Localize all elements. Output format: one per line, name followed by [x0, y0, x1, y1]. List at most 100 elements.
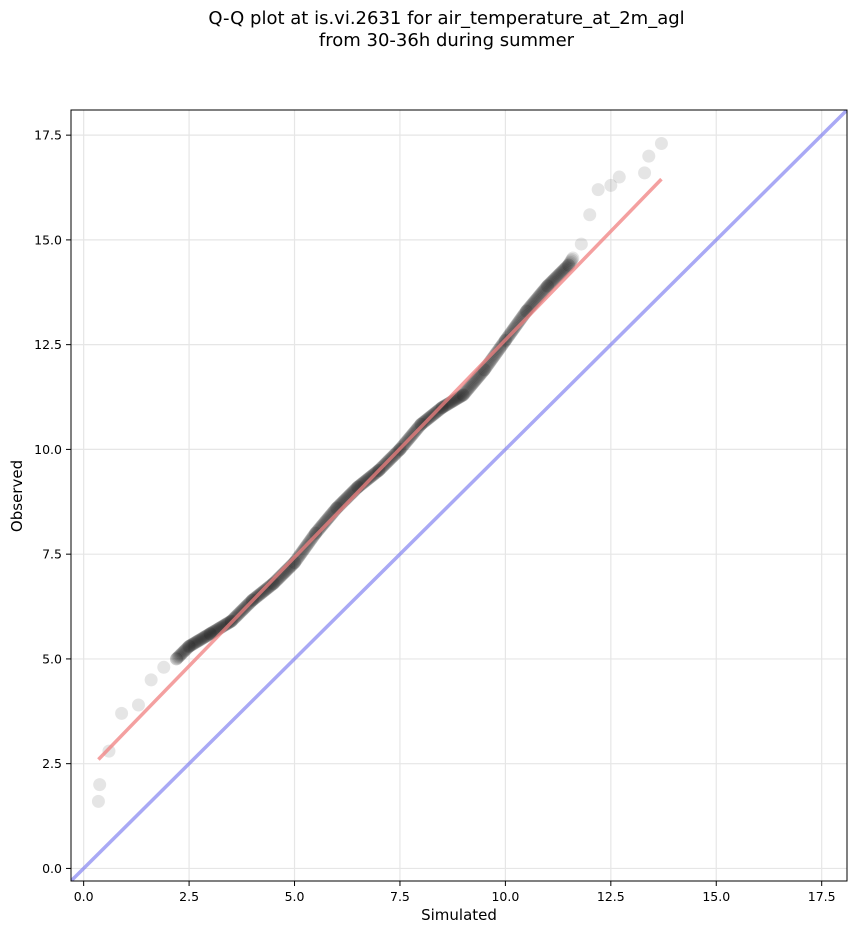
qq-point: [436, 400, 450, 414]
qq-point: [193, 633, 207, 647]
qq-point: [315, 518, 329, 532]
qq-point: [466, 377, 480, 391]
qq-point: [454, 390, 468, 404]
qq-point: [261, 581, 275, 595]
qq-point: [532, 289, 546, 303]
qq-point: [179, 642, 193, 656]
qq-point: [459, 385, 473, 399]
qq-point: [219, 618, 233, 632]
y-tick-label: 12.5: [34, 337, 62, 352]
qq-point: [438, 399, 452, 413]
qq-point: [545, 274, 559, 288]
qq-point: [553, 267, 567, 281]
qq-point: [131, 698, 145, 712]
fit-line: [97, 177, 663, 761]
qq-point: [206, 625, 220, 639]
y-tick-label: 0.0: [42, 861, 62, 876]
qq-point: [182, 639, 196, 653]
axis-ticks: 0.0 2.5 5.0 7.5 10.0 12.5 15.0 17.5 0.0 2.5 5.0 7.5…: [34, 128, 835, 904]
qq-point: [491, 344, 505, 358]
qq-point: [510, 318, 524, 332]
y-axis-label: Observed: [8, 460, 26, 532]
qq-point: [169, 652, 183, 666]
y-tick-label: 10.0: [34, 442, 62, 457]
qq-point: [313, 521, 327, 535]
x-tick-label: 2.5: [179, 889, 199, 904]
qq-point: [263, 579, 277, 593]
qq-point: [196, 631, 210, 645]
qq-point: [642, 149, 656, 163]
qq-point: [554, 266, 568, 280]
qq-point: [312, 522, 326, 536]
qq-point: [295, 546, 309, 560]
qq-point: [591, 183, 605, 197]
qq-point: [492, 343, 506, 357]
chart-title-line2: from 30-36h during summer: [318, 30, 575, 51]
qq-point: [264, 578, 278, 592]
qq-point: [182, 639, 196, 653]
plot-frame: [70, 109, 848, 882]
qq-point: [291, 550, 305, 564]
qq-point: [604, 178, 618, 192]
y-tick-label: 5.0: [42, 651, 62, 666]
qq-point: [414, 417, 428, 431]
qq-point: [199, 629, 213, 643]
qq-point: [460, 384, 474, 398]
y-tick-label: 2.5: [42, 756, 62, 771]
qq-point: [462, 381, 476, 395]
qq-point: [467, 375, 481, 389]
x-tick-label: 0.0: [74, 889, 94, 904]
qq-point: [564, 254, 578, 268]
grid: [71, 110, 847, 881]
qq-point: [457, 387, 471, 401]
qq-point: [264, 579, 278, 593]
qq-point: [452, 391, 466, 405]
qq-point: [560, 260, 574, 274]
qq-point: [547, 273, 561, 287]
qq-point: [355, 477, 369, 491]
qq-point: [439, 398, 453, 412]
qq-point: [458, 386, 472, 400]
qq-point: [566, 251, 580, 265]
qq-point: [453, 390, 467, 404]
qq-point: [551, 268, 565, 282]
qq-point: [184, 638, 198, 652]
qq-point: [293, 548, 307, 562]
qq-point: [192, 634, 206, 648]
qq-point: [180, 642, 194, 656]
qq-point: [176, 645, 190, 659]
qq-point: [542, 278, 556, 292]
qq-point: [183, 639, 197, 653]
qq-point: [546, 274, 560, 288]
qq-point: [461, 382, 475, 396]
x-tick-label: 5.0: [285, 889, 305, 904]
chart-title-line1: Q-Q plot at is.vi.2631 for air_temperatu…: [208, 8, 685, 29]
qq-point: [541, 279, 555, 293]
qq-point: [294, 547, 308, 561]
qq-point: [562, 257, 576, 271]
qq-point: [562, 258, 576, 272]
qq-point: [202, 627, 216, 641]
qq-point: [557, 262, 571, 276]
qq-point: [583, 208, 597, 222]
qq-point: [536, 285, 550, 299]
qq-point: [574, 237, 588, 251]
qq-point: [558, 262, 572, 276]
qq-point: [311, 523, 325, 537]
qq-point: [317, 516, 331, 530]
qq-point: [454, 389, 468, 403]
qq-point: [221, 616, 235, 630]
qq-point: [171, 650, 185, 664]
qq-point: [205, 626, 219, 640]
qq-point: [550, 269, 564, 283]
qq-point: [259, 582, 273, 596]
qq-point: [559, 261, 573, 275]
qq-point: [654, 137, 668, 151]
qq-point: [200, 629, 214, 643]
qq-point: [220, 617, 234, 631]
qq-point: [201, 628, 215, 642]
qq-point: [260, 582, 274, 596]
qq-point: [537, 283, 551, 297]
qq-point: [359, 473, 373, 487]
